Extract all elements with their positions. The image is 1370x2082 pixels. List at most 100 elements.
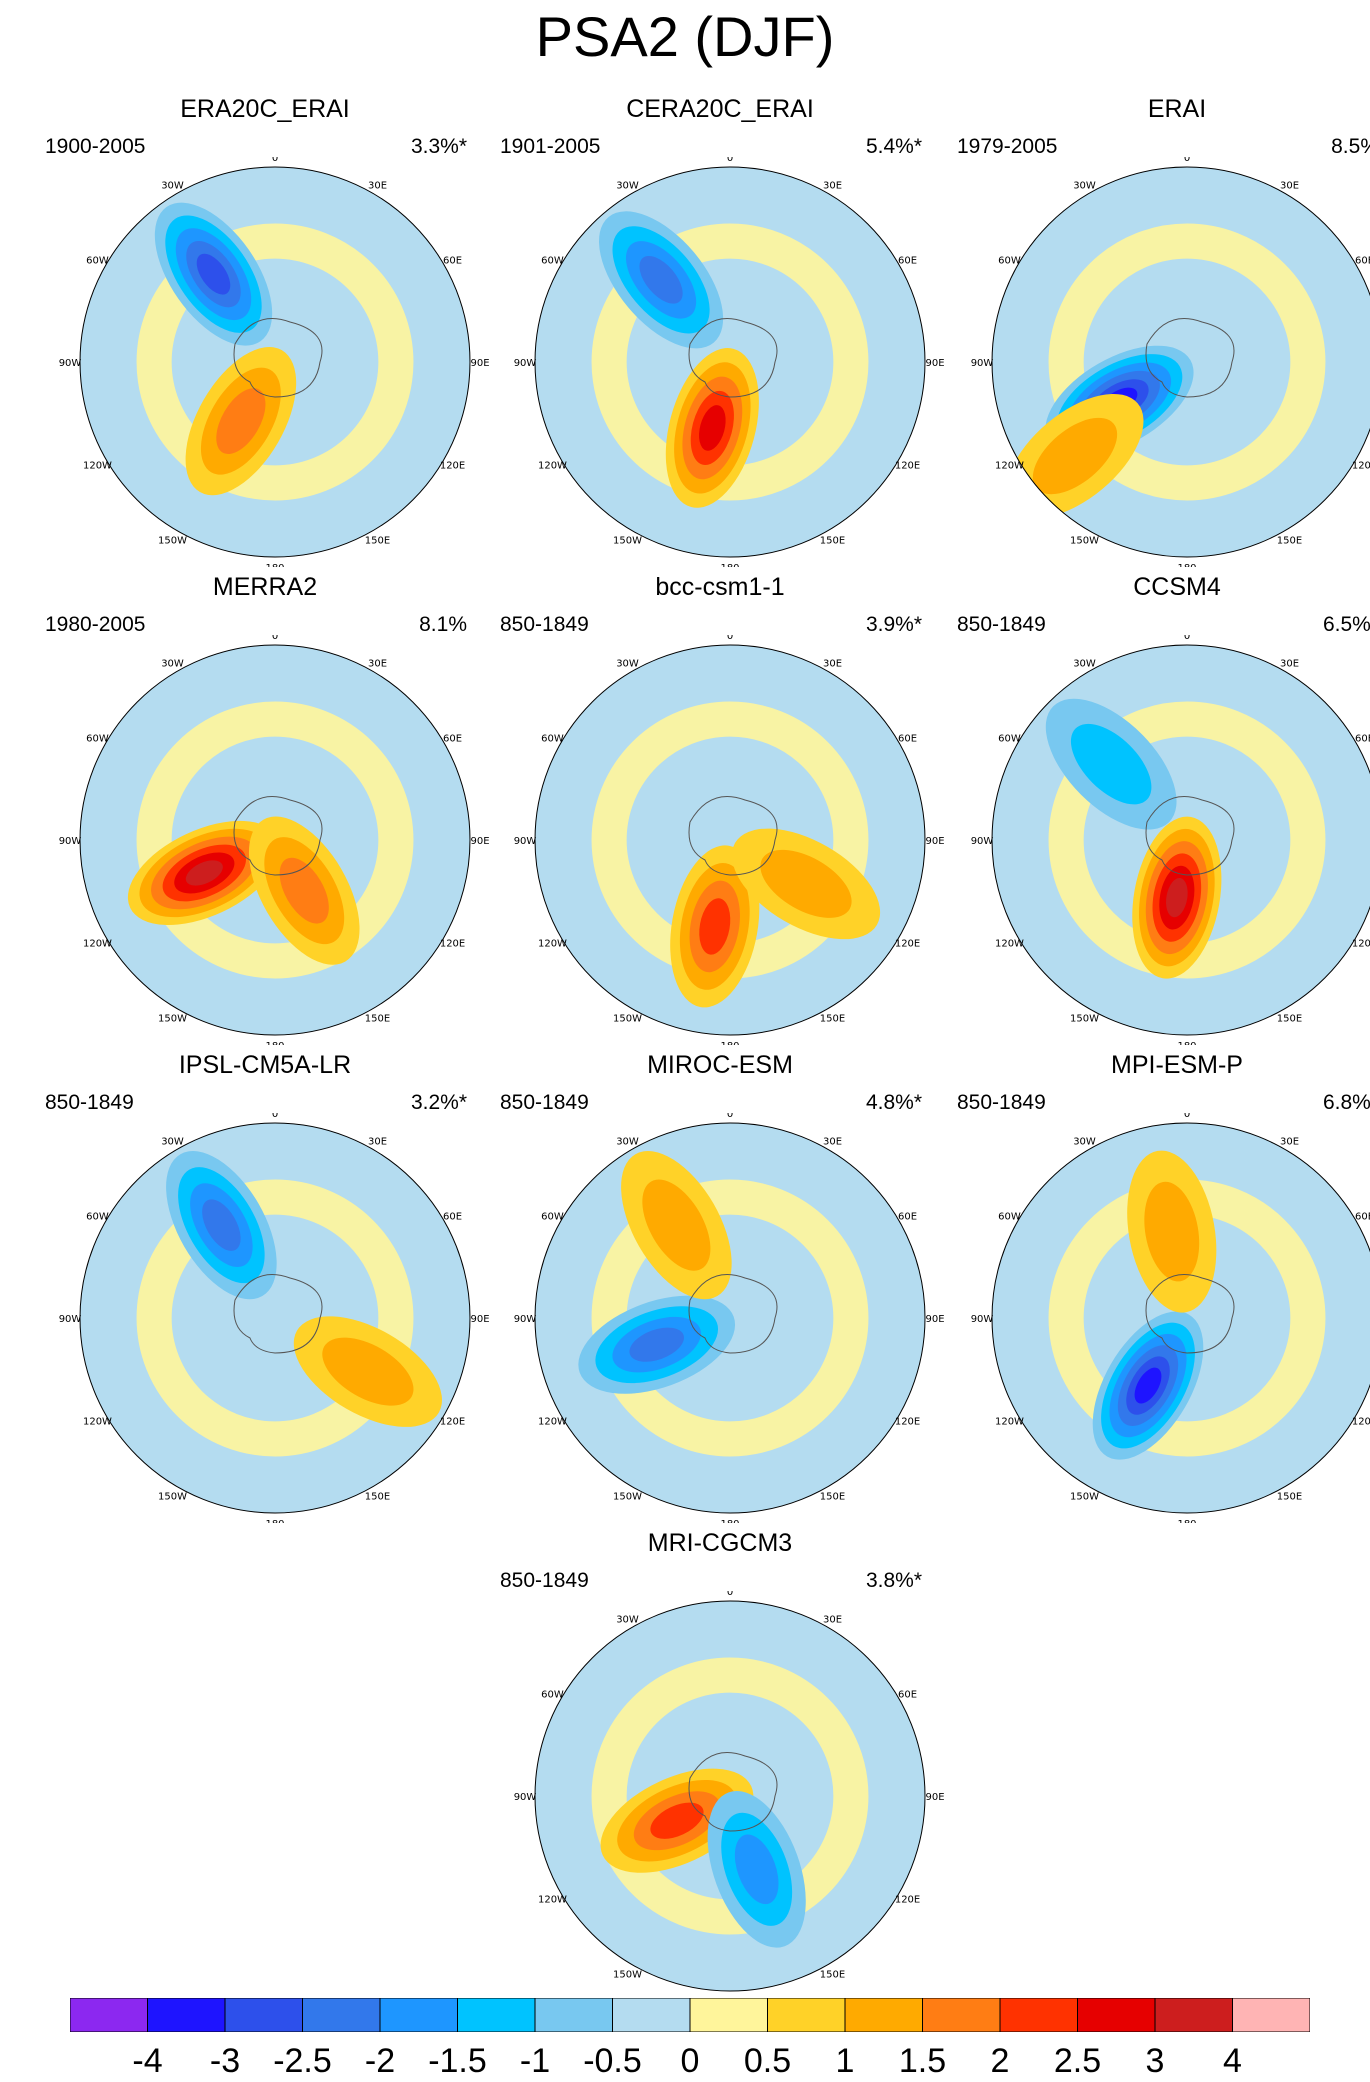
antarctica-coastline [688, 1752, 778, 1832]
anomaly-contour [202, 1199, 241, 1251]
colorbar-swatch [457, 1998, 536, 2032]
panel-mpi-esm-p: MPI-ESM-P850-18496.8%*030E60E90E120E150E… [957, 1051, 1370, 1523]
colorbar [70, 1998, 1310, 2032]
antarctica-coastline [1145, 1274, 1235, 1354]
longitude-label: 90E [925, 1314, 944, 1325]
colorbar-swatch [767, 1998, 846, 2032]
longitude-label: 90E [470, 836, 489, 847]
anomaly-contour [185, 860, 223, 886]
map-border [991, 1122, 1370, 1514]
longitude-label: 60W [998, 734, 1021, 745]
anomaly-contour [650, 1802, 704, 1839]
anomaly-contour [760, 849, 852, 918]
panel-variance-explained: 6.8%* [1322, 1091, 1370, 1114]
longitude-label: 150W [1070, 1014, 1099, 1025]
longitude-label: 120E [1352, 461, 1370, 472]
panel-bcc-csm1-1: bcc-csm1-1 850-1849 3.9%* 0 30E 60E 90E 120E 150… [500, 573, 945, 1045]
longitude-label: 90W [971, 1314, 994, 1325]
panel-variance-explained: 6.5%* [1322, 613, 1370, 636]
colorbar-swatch [70, 1998, 148, 2032]
anomaly-contour [699, 898, 731, 955]
longitude-label: 180 [720, 1041, 739, 1045]
colorbar-swatch [612, 1998, 691, 2032]
longitude-label: 60E [1355, 1212, 1370, 1223]
anomaly-contour [699, 405, 726, 451]
longitude-label: 90E [925, 836, 944, 847]
panel-mri-cgcm3: MRI-CGCM3 850-1849 3.8%* 0 30E 60E 90E 120E 150E… [500, 1529, 945, 2001]
antarctica-coastline [233, 318, 323, 398]
longitude-label: 60E [898, 1212, 917, 1223]
antarctica-coastline [1145, 318, 1235, 398]
longitude-label: 120W [83, 1417, 112, 1428]
antarctica-coastline [233, 796, 323, 876]
longitude-label: 0 [272, 1113, 278, 1120]
longitude-label: 150E [820, 1014, 845, 1025]
colorbar-swatch [1232, 1998, 1310, 2032]
longitude-label: 150W [1070, 536, 1099, 547]
longitude-label: 30W [616, 180, 639, 191]
colorbar-swatch [224, 1998, 303, 2032]
longitude-label: 150E [1277, 1014, 1302, 1025]
anomaly-contour [1070, 723, 1152, 805]
longitude-label: 150E [1277, 1492, 1302, 1503]
longitude-label: 120E [895, 1417, 920, 1428]
longitude-label: 90W [514, 1792, 537, 1803]
panel-period: 850-1849 [500, 1091, 589, 1114]
weak-positive-band [136, 223, 414, 501]
longitude-label: 60W [86, 256, 109, 267]
anomaly-contour [1134, 1367, 1162, 1404]
longitude-label: 90W [971, 358, 994, 369]
polar-map: 030E60E90E120E150E180150W120W90W60W30W [514, 1113, 945, 1523]
longitude-label: 90E [925, 1792, 944, 1803]
polar-map: 030E60E90E120E150E180150W120W90W60W30W [514, 635, 945, 1045]
panel-title: bcc-csm1-1 [655, 573, 785, 601]
longitude-label: 150E [365, 1492, 390, 1503]
longitude-label: 0 [727, 635, 733, 642]
longitude-label: 120E [895, 939, 920, 950]
longitude-label: 30E [368, 658, 387, 669]
colorbar-swatch [1077, 1998, 1156, 2032]
longitude-label: 90W [971, 836, 994, 847]
longitude-label: 60W [86, 734, 109, 745]
colorbar-tick-label: 2 [990, 2042, 1010, 2080]
longitude-label: 90E [925, 358, 944, 369]
colorbar-tick-label: 3 [1145, 2042, 1165, 2080]
map-border [534, 166, 926, 558]
longitude-label: 120E [895, 1895, 920, 1906]
longitude-label: 30W [616, 658, 639, 669]
weak-positive-band [136, 701, 414, 979]
panel-variance-explained: 3.9%* [865, 613, 922, 636]
map-border [991, 166, 1370, 558]
longitude-label: 150W [613, 536, 642, 547]
panel-period: 1979-2005 [957, 135, 1058, 158]
colorbar-tick-label: -2 [364, 2042, 396, 2080]
longitude-label: 30E [368, 1136, 387, 1147]
longitude-label: 150W [1070, 1492, 1099, 1503]
polar-map: 030E60E90E120E150E180150W120W90W60W30W [514, 157, 945, 567]
panel-merra2: MERRA2 1980-2005 8.1% 0 30E 60E 90E 120E 150E 180… [45, 573, 490, 1045]
weak-positive-band [136, 1179, 414, 1457]
panel-period: 850-1849 [500, 1569, 589, 1592]
panel-period: 1980-2005 [45, 613, 146, 636]
weak-positive-band [591, 1657, 869, 1935]
panel-variance-explained: 3.3%* [410, 135, 467, 158]
colorbar-swatch [147, 1998, 226, 2032]
panel-title: MERRA2 [212, 573, 318, 601]
longitude-label: 120E [440, 1417, 465, 1428]
longitude-label: 180 [1177, 563, 1196, 567]
longitude-label: 30W [161, 1136, 184, 1147]
longitude-label: 120W [83, 939, 112, 950]
longitude-label: 150W [613, 1014, 642, 1025]
polar-map: 030E60E90E120E150E180150W120W90W60W30W [971, 157, 1370, 567]
panel-ipsl-cm5a-lr: IPSL-CM5A-LR 850-1849 3.2%* 0 30E 60E 90E 120E 1… [45, 1051, 490, 1523]
longitude-label: 60E [898, 256, 917, 267]
longitude-label: 120E [895, 461, 920, 472]
colorbar-swatch [534, 1998, 613, 2032]
longitude-label: 150E [1277, 536, 1302, 547]
longitude-label: 60E [443, 1212, 462, 1223]
panel-period: 1901-2005 [500, 135, 601, 158]
longitude-label: 150W [613, 1970, 642, 1981]
anomaly-contour [629, 1327, 684, 1362]
antarctica-coastline [233, 1274, 323, 1354]
longitude-label: 0 [1184, 157, 1190, 164]
